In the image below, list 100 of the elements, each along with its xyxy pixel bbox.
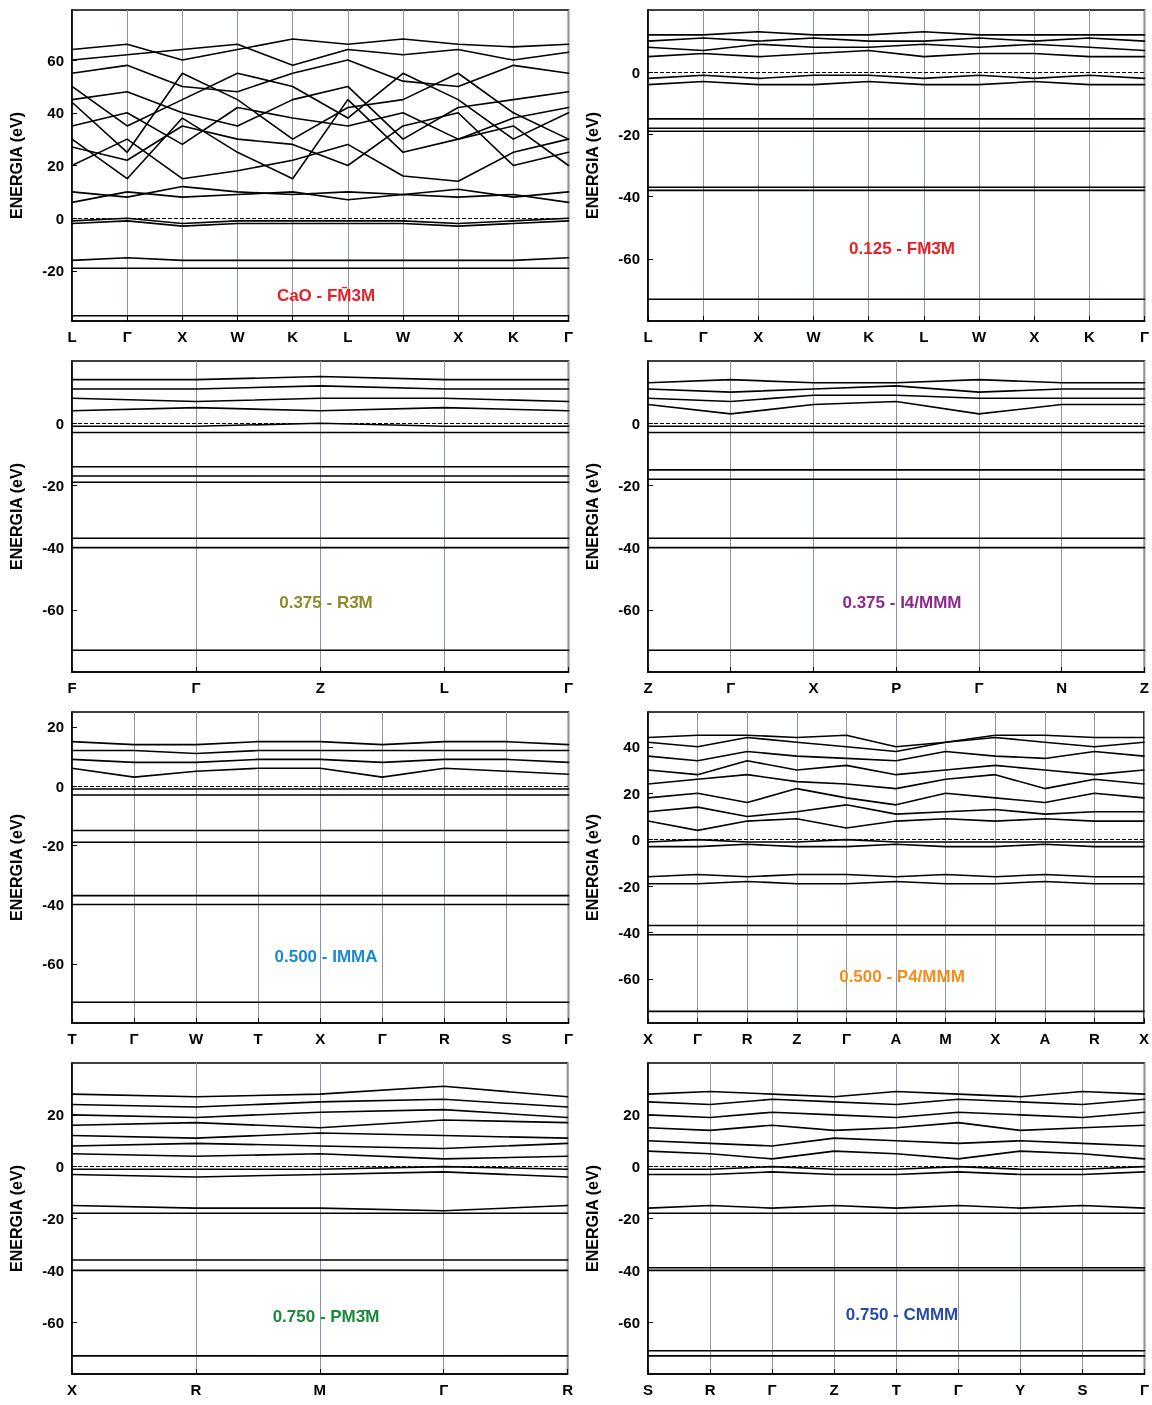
x-tick-label: T: [67, 1030, 77, 1047]
x-tick-label: W: [230, 328, 246, 345]
x-tick-label: K: [507, 328, 519, 345]
x-tick-label: M: [313, 1381, 327, 1398]
y-tick-label: -40: [42, 539, 64, 557]
x-tick-label: X: [177, 328, 188, 345]
x-tick-label: P: [891, 679, 902, 696]
y-tick-label: -20: [618, 877, 640, 895]
x-tick-label: T: [253, 1030, 263, 1047]
y-tick-label: 0: [55, 1158, 64, 1176]
x-tick-label: W: [189, 1030, 205, 1047]
y-tick-label: -20: [42, 836, 64, 854]
x-tick-label: T: [891, 1381, 901, 1398]
x-tick-label: Γ: [563, 679, 574, 696]
y-axis-title: ENERGIA (eV): [7, 1165, 25, 1272]
text: 0.375 - R3̄M: [279, 592, 373, 612]
x-tick-label: Γ: [974, 679, 984, 696]
y-tick-label: -40: [618, 1261, 640, 1279]
x-tick-label: X: [315, 1030, 326, 1047]
text: 0.500 - IMMA: [274, 947, 378, 967]
y-tick-label: 0: [55, 777, 64, 795]
y-tick-label: -40: [42, 1261, 64, 1279]
x-tick-label: Γ: [693, 1030, 703, 1047]
y-tick-label: 20: [47, 157, 64, 174]
x-tick-label: K: [1083, 328, 1095, 345]
y-tick-label: 0: [55, 414, 64, 432]
y-axis-title: ENERGIA (eV): [583, 814, 601, 921]
y-axis-title: ENERGIA (eV): [7, 814, 25, 921]
x-tick-label: Γ: [191, 679, 201, 696]
y-tick-label: 20: [623, 784, 640, 802]
x-tick-label: Γ: [767, 1381, 777, 1398]
y-tick-label: -60: [618, 601, 640, 619]
x-tick-label: Γ: [698, 328, 708, 345]
text: 0.750 - CMMM: [845, 1304, 959, 1324]
x-tick-label: R: [190, 1381, 202, 1398]
y-tick-label: -60: [618, 250, 640, 268]
x-tick-label: Γ: [1139, 1381, 1150, 1398]
x-tick-label: L: [439, 679, 449, 696]
y-tick-label: -60: [42, 1313, 64, 1331]
y-tick-label: 40: [623, 738, 640, 756]
y-tick-label: -20: [42, 476, 64, 494]
x-tick-label: A: [890, 1030, 902, 1047]
y-tick-label: 0: [631, 63, 640, 81]
x-tick-label: F: [67, 679, 77, 696]
y-tick-label: 60: [47, 51, 64, 69]
y-tick-label: -60: [42, 955, 64, 973]
x-tick-label: M: [939, 1030, 952, 1047]
x-tick-label: L: [643, 328, 653, 345]
x-tick-label: Γ: [1139, 328, 1150, 345]
x-tick-label: L: [343, 328, 353, 345]
x-tick-label: K: [863, 328, 875, 345]
y-tick-label: -20: [42, 1210, 64, 1227]
x-tick-label: Γ: [563, 1030, 574, 1047]
x-tick-label: A: [1039, 1030, 1051, 1047]
x-tick-label: X: [753, 328, 764, 345]
x-tick-label: R: [438, 1030, 450, 1047]
y-tick-label: -20: [42, 262, 64, 280]
y-axis-title: ENERGIA (eV): [7, 112, 25, 219]
x-tick-label: W: [395, 328, 411, 345]
x-tick-label: R: [562, 1381, 574, 1398]
y-tick-label: -40: [618, 923, 640, 941]
x-tick-label: S: [501, 1030, 512, 1047]
x-tick-label: R: [1088, 1030, 1100, 1047]
x-tick-label: W: [971, 328, 987, 345]
y-tick-label: 40: [47, 104, 64, 122]
y-axis-title: ENERGIA (eV): [7, 463, 25, 570]
y-tick-label: 0: [631, 414, 640, 432]
y-tick-label: -40: [618, 188, 640, 206]
y-tick-label: 20: [47, 1106, 64, 1124]
y-tick-label: 0: [631, 1158, 640, 1176]
x-tick-label: Z: [643, 679, 653, 696]
x-tick-label: Z: [792, 1030, 802, 1047]
x-tick-label: Z: [1139, 679, 1149, 696]
y-tick-label: -60: [42, 601, 64, 619]
x-tick-label: N: [1056, 679, 1068, 696]
y-tick-label: -40: [618, 539, 640, 557]
x-tick-label: R: [741, 1030, 753, 1047]
text: 0.750 - PM3̄M: [272, 1307, 380, 1327]
y-axis-title: ENERGIA (eV): [583, 1165, 601, 1272]
x-tick-label: L: [67, 328, 77, 345]
text: CaO - FM̄3M: [276, 286, 376, 306]
x-tick-label: S: [1077, 1381, 1088, 1398]
y-axis-title: ENERGIA (eV): [583, 463, 601, 570]
x-tick-label: S: [642, 1381, 654, 1398]
x-tick-label: X: [1138, 1030, 1150, 1047]
x-tick-label: Γ: [953, 1381, 963, 1398]
x-tick-label: W: [806, 328, 822, 345]
x-tick-label: L: [919, 328, 929, 345]
x-tick-label: Γ: [841, 1030, 851, 1047]
y-tick-label: -20: [618, 125, 640, 143]
x-tick-label: Γ: [129, 1030, 139, 1047]
x-tick-label: X: [808, 679, 819, 696]
x-tick-label: X: [66, 1381, 78, 1398]
y-tick-label: -20: [618, 476, 640, 494]
x-tick-label: Γ: [439, 1381, 449, 1398]
text: 0.500 - P4/MMM: [839, 967, 965, 987]
x-tick-label: X: [642, 1030, 654, 1047]
x-tick-label: X: [1029, 328, 1040, 345]
y-tick-label: 20: [623, 1106, 640, 1124]
y-tick-label: 20: [47, 718, 64, 736]
